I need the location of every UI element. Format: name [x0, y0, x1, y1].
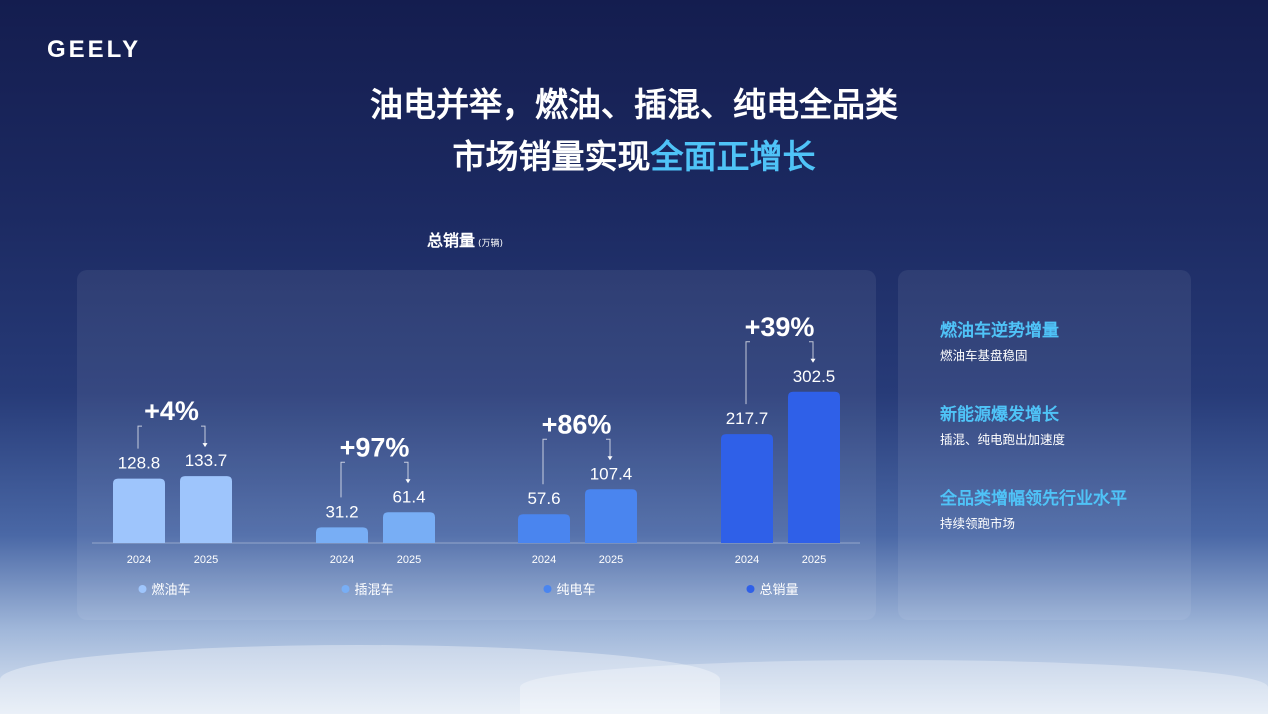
- data-label: 31.2: [325, 502, 358, 521]
- background-wave: [0, 645, 720, 714]
- growth-label: +39%: [745, 312, 815, 342]
- note-heading: 新能源爆发增长: [940, 405, 1059, 425]
- title-plain: 市场销量实现: [452, 137, 651, 176]
- legend-label: 纯电车: [557, 582, 596, 598]
- growth-label: +86%: [542, 409, 612, 439]
- page-title-line2: 市场销量实现全面正增长: [0, 130, 1268, 178]
- background-wave: [520, 660, 1268, 714]
- title-highlight: 全面正增长: [650, 137, 816, 176]
- geely-logo: GEELY: [47, 36, 142, 63]
- bracket-right: [809, 341, 814, 360]
- legend-marker: [746, 585, 755, 593]
- bar: [721, 434, 773, 543]
- bar: [180, 476, 232, 543]
- x-tick-label: 2025: [397, 554, 421, 566]
- growth-label: +97%: [340, 432, 410, 462]
- x-tick-label: 2025: [194, 554, 218, 566]
- data-label: 107.4: [590, 464, 633, 483]
- bracket-right: [606, 438, 611, 458]
- bracket-left: [137, 425, 142, 449]
- data-label: 128.8: [118, 454, 161, 473]
- growth-label: +4%: [144, 396, 199, 426]
- bar: [788, 391, 840, 543]
- x-tick-label: 2024: [330, 554, 354, 566]
- legend-marker: [138, 585, 147, 593]
- arrow-icon: [202, 443, 208, 448]
- chart-title: 总销量 (万辆): [427, 227, 503, 251]
- legend-label: 燃油车: [152, 582, 191, 598]
- data-label: 133.7: [185, 451, 228, 470]
- legend-label: 总销量: [760, 583, 799, 598]
- x-tick-label: 2025: [802, 554, 826, 566]
- page-title-line1: 油电并举，燃油、插混、纯电全品类: [370, 85, 898, 124]
- notes-panel: [898, 270, 1191, 620]
- legend-marker: [543, 585, 552, 593]
- arrow-icon: [810, 358, 816, 363]
- note-1: 燃油车逆势增量燃油车基盘稳固: [940, 316, 1059, 364]
- bracket-left: [542, 438, 547, 485]
- bracket-left: [745, 341, 750, 405]
- data-label: 61.4: [392, 487, 425, 506]
- x-tick-label: 2024: [532, 554, 556, 566]
- bracket-right: [201, 425, 206, 445]
- note-heading: 燃油车逆势增量: [940, 321, 1059, 341]
- x-tick-label: 2024: [735, 554, 759, 566]
- data-label: 302.5: [793, 367, 836, 386]
- bar: [113, 478, 165, 543]
- arrow-icon: [607, 456, 613, 461]
- legend-marker: [341, 585, 350, 593]
- data-label: 217.7: [726, 409, 769, 428]
- x-tick-label: 2025: [599, 554, 623, 566]
- note-sub: 燃油车基盘稳固: [940, 348, 1028, 363]
- note-heading: 全品类增幅领先行业水平: [940, 489, 1127, 509]
- note-3: 全品类增幅领先行业水平持续领跑市场: [940, 484, 1127, 532]
- note-sub: 持续领跑市场: [940, 516, 1016, 531]
- note-sub: 插混、纯电跑出加速度: [940, 432, 1066, 447]
- chart-title-text: 总销量: [427, 231, 476, 250]
- bracket-left: [340, 461, 345, 498]
- bar: [585, 489, 637, 543]
- bar: [316, 527, 368, 543]
- chart-unit: (万辆): [478, 239, 504, 249]
- legend-label: 插混车: [355, 582, 394, 598]
- bar: [383, 512, 435, 543]
- x-tick-label: 2024: [127, 554, 151, 566]
- arrow-icon: [405, 479, 411, 484]
- data-label: 57.6: [527, 489, 560, 508]
- bar: [518, 514, 570, 543]
- note-2: 新能源爆发增长插混、纯电跑出加速度: [940, 400, 1065, 448]
- bracket-right: [404, 461, 409, 481]
